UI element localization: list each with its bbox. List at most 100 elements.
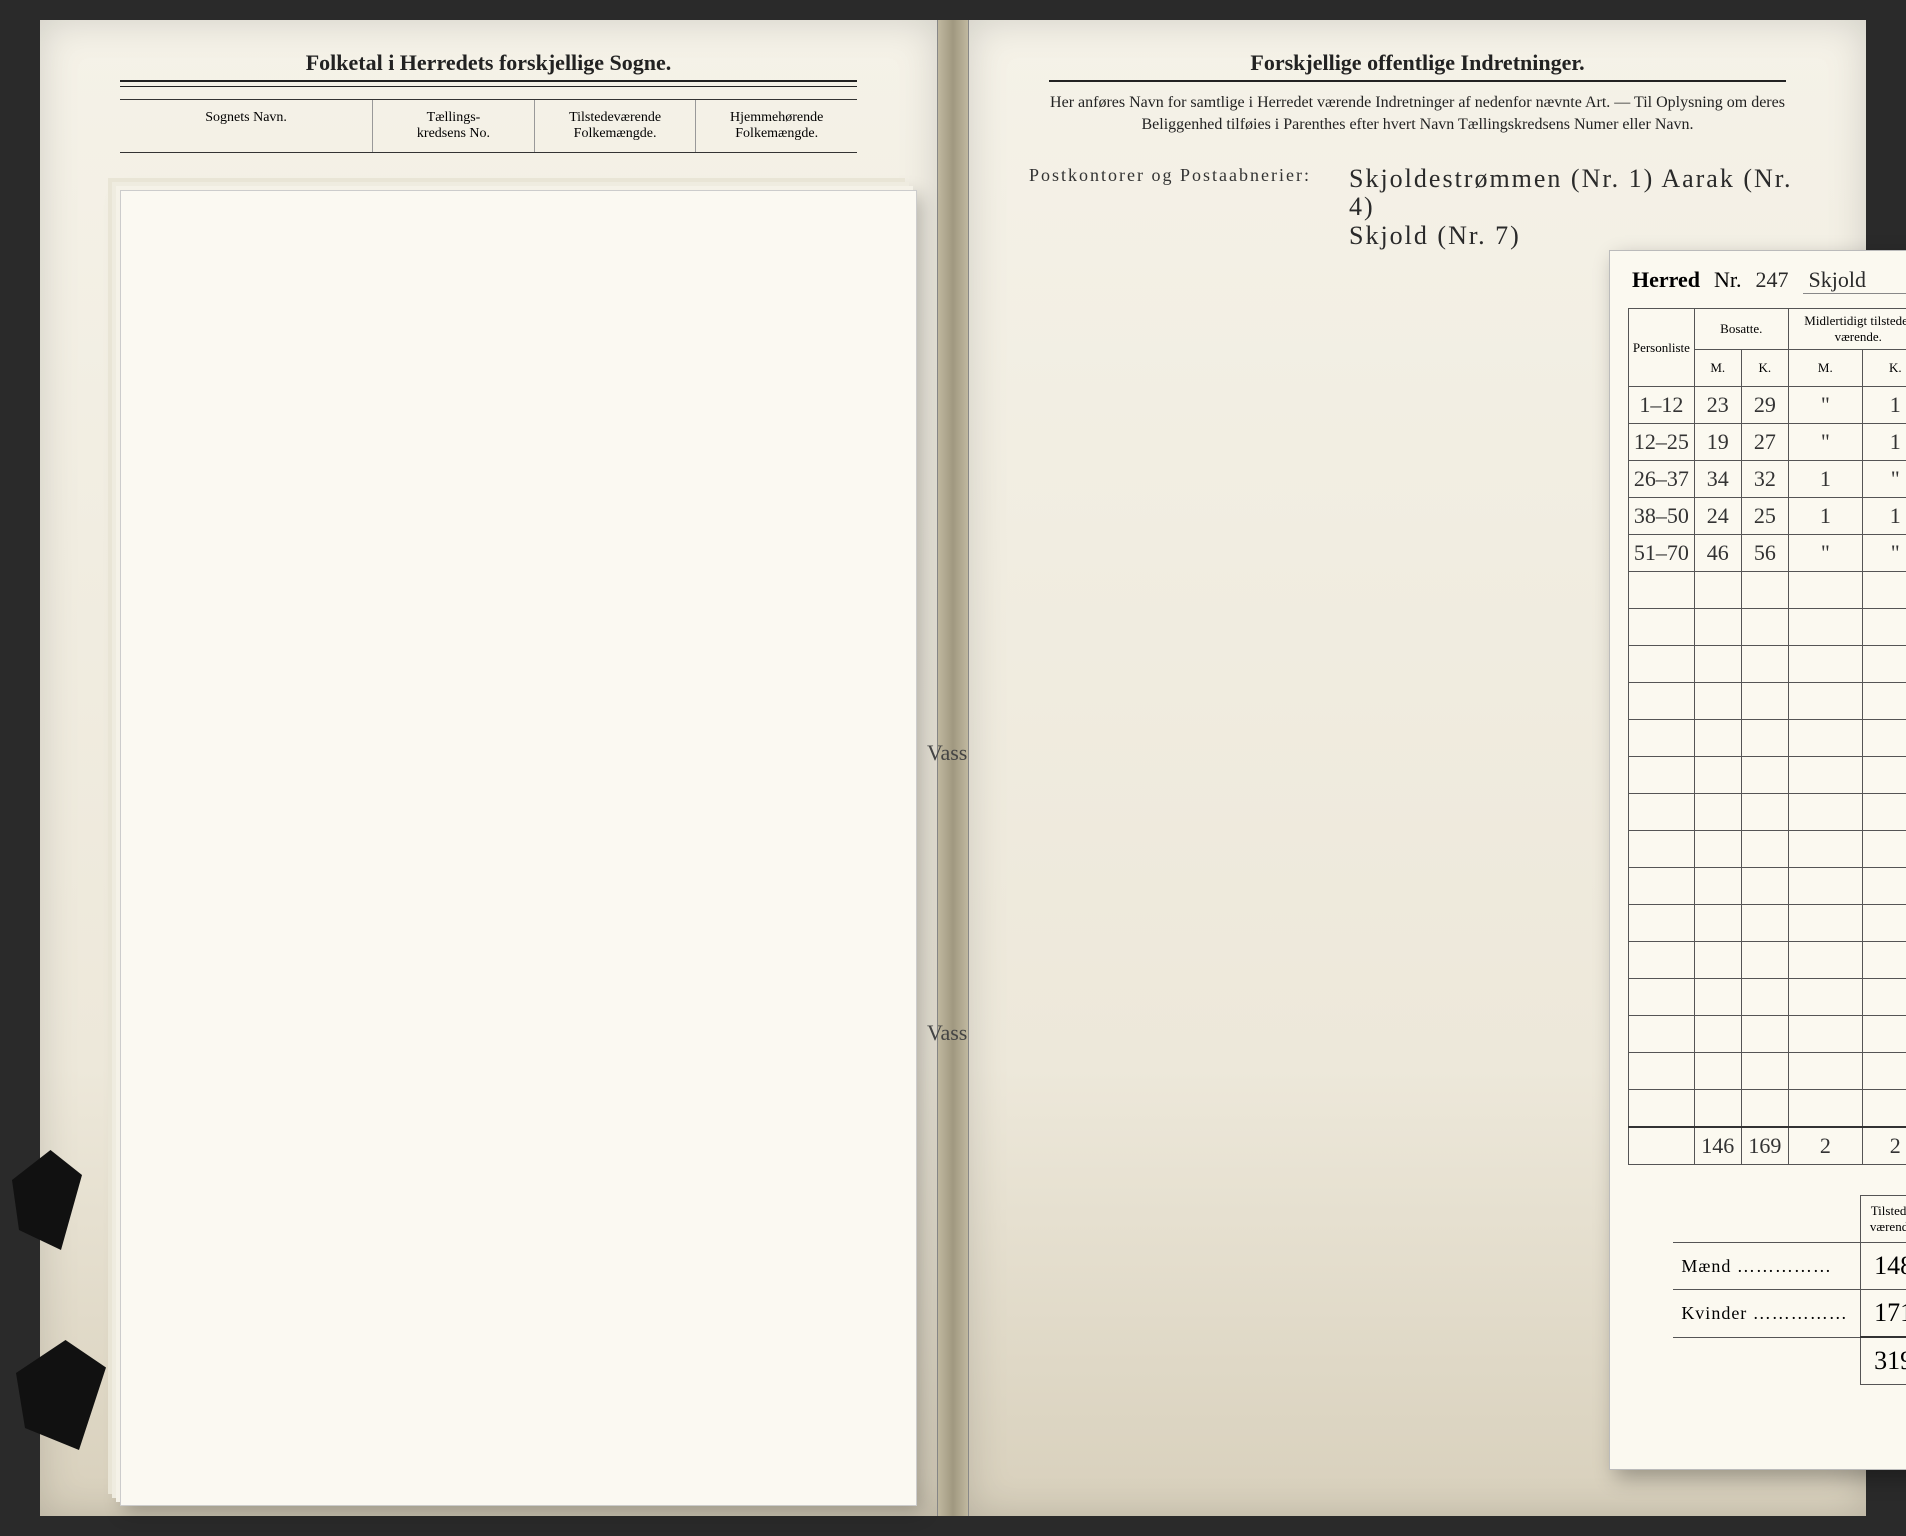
table-cell xyxy=(1788,942,1862,979)
table-body: 1–122329"14112–251927"12226–3734321"3238… xyxy=(1629,387,1906,1165)
table-cell xyxy=(1862,609,1906,646)
table-cell xyxy=(1694,1053,1741,1090)
table-cell xyxy=(1741,757,1788,794)
summary-value-cell: 148 xyxy=(1861,1243,1906,1290)
book-spread: Folketal i Herredets forskjellige Sogne.… xyxy=(40,20,1866,1516)
peek-text: Vass xyxy=(927,1020,967,1046)
table-cell: 34 xyxy=(1694,461,1741,498)
table-cell xyxy=(1741,794,1788,831)
blank-paper-stack xyxy=(120,190,917,1506)
table-row xyxy=(1629,1016,1906,1053)
summary-label-cell: Kvinder …………… xyxy=(1673,1290,1860,1338)
table-cell xyxy=(1741,831,1788,868)
table-cell: 27 xyxy=(1741,424,1788,461)
table-cell xyxy=(1629,720,1695,757)
summary-blank-header xyxy=(1673,1196,1860,1243)
col-sub-header: M. xyxy=(1694,350,1741,387)
table-cell xyxy=(1788,646,1862,683)
table-cell: 51–70 xyxy=(1629,535,1695,572)
table-cell xyxy=(1741,683,1788,720)
table-row xyxy=(1629,868,1906,905)
table-cell xyxy=(1694,720,1741,757)
intro-paragraph: Her anføres Navn for samtlige i Herredet… xyxy=(1029,92,1806,137)
left-page: Folketal i Herredets forskjellige Sogne.… xyxy=(40,20,938,1516)
table-cell xyxy=(1862,831,1906,868)
table-cell xyxy=(1788,609,1862,646)
table-cell xyxy=(1694,868,1741,905)
table-cell xyxy=(1629,831,1695,868)
table-cell: " xyxy=(1862,461,1906,498)
summary-value-cell: 319 xyxy=(1861,1337,1906,1385)
table-cell: 56 xyxy=(1741,535,1788,572)
table-cell xyxy=(1788,1016,1862,1053)
table-cell xyxy=(1788,831,1862,868)
handwritten-value: Skjoldestrømmen (Nr. 1) Aarak (Nr. 4) xyxy=(1349,164,1793,222)
table-cell: 46 xyxy=(1694,535,1741,572)
post-values: Skjoldestrømmen (Nr. 1) Aarak (Nr. 4) Sk… xyxy=(1349,165,1806,251)
table-cell xyxy=(1694,572,1741,609)
table-cell: 24 xyxy=(1694,498,1741,535)
table-cell xyxy=(1862,1053,1906,1090)
table-row xyxy=(1629,831,1906,868)
table-row xyxy=(1629,942,1906,979)
table-cell xyxy=(1788,720,1862,757)
table-cell: 38–50 xyxy=(1629,498,1695,535)
herred-header-line: Herred Nr. 247 Skjold Kreds 3 xyxy=(1632,267,1906,294)
handwritten-value: Skjold (Nr. 7) xyxy=(1349,221,1521,250)
census-data-table: Personliste Bosatte. Midlertidigt tilste… xyxy=(1628,308,1906,1165)
table-cell xyxy=(1862,979,1906,1016)
table-cell xyxy=(1741,646,1788,683)
table-cell xyxy=(1741,868,1788,905)
table-cell xyxy=(1788,1090,1862,1128)
table-cell xyxy=(1629,979,1695,1016)
table-row xyxy=(1629,1090,1906,1128)
table-row xyxy=(1629,646,1906,683)
table-cell: 29 xyxy=(1741,387,1788,424)
col-header: Tællings- kredsens No. xyxy=(373,100,535,152)
table-row xyxy=(1629,794,1906,831)
right-page-title: Forskjellige offentlige Indretninger. xyxy=(969,50,1866,76)
table-row xyxy=(1629,720,1906,757)
table-cell: 19 xyxy=(1694,424,1741,461)
table-cell xyxy=(1788,572,1862,609)
table-cell: 32 xyxy=(1741,461,1788,498)
rule xyxy=(120,86,857,87)
table-cell xyxy=(1694,646,1741,683)
summary-row: Kvinder ……………171175 xyxy=(1673,1290,1906,1338)
table-cell xyxy=(1629,794,1695,831)
table-cell xyxy=(1694,683,1741,720)
summary-body: Mænd ……………148161Kvinder ……………17117531933… xyxy=(1673,1243,1906,1385)
table-cell xyxy=(1629,942,1695,979)
table-cell xyxy=(1862,794,1906,831)
table-cell xyxy=(1629,646,1695,683)
table-row xyxy=(1629,1053,1906,1090)
table-cell: " xyxy=(1862,535,1906,572)
table-row: 1–122329"141 xyxy=(1629,387,1906,424)
table-cell: 1–12 xyxy=(1629,387,1695,424)
rule xyxy=(1049,80,1786,82)
right-page: Forskjellige offentlige Indretninger. He… xyxy=(968,20,1866,1516)
table-cell: 1 xyxy=(1788,498,1862,535)
herred-nr-value: 247 xyxy=(1756,267,1789,293)
table-cell xyxy=(1788,1053,1862,1090)
table-cell xyxy=(1788,794,1862,831)
table-cell xyxy=(1629,1053,1695,1090)
table-row: 51–704656""21 xyxy=(1629,535,1906,572)
table-cell xyxy=(1862,942,1906,979)
summary-label-cell xyxy=(1673,1337,1860,1385)
table-cell: 12–25 xyxy=(1629,424,1695,461)
table-cell xyxy=(1694,609,1741,646)
table-cell xyxy=(1629,905,1695,942)
table-row xyxy=(1629,572,1906,609)
table-cell xyxy=(1629,1016,1695,1053)
col-header: Hjemmehørende Folkemængde. xyxy=(696,100,857,152)
table-row: 12–251927"122 xyxy=(1629,424,1906,461)
post-offices-line: Postkontorer og Postaabnerier: Skjoldest… xyxy=(1029,165,1806,251)
table-cell xyxy=(1694,757,1741,794)
col-sub-header: M. xyxy=(1788,350,1862,387)
table-cell xyxy=(1788,757,1862,794)
table-cell xyxy=(1694,905,1741,942)
right-intro-text: Her anføres Navn for samtlige i Herredet… xyxy=(1029,92,1806,137)
table-cell xyxy=(1629,1127,1695,1165)
col-group-header: Midlertidigt tilstede- værende. xyxy=(1788,309,1906,350)
